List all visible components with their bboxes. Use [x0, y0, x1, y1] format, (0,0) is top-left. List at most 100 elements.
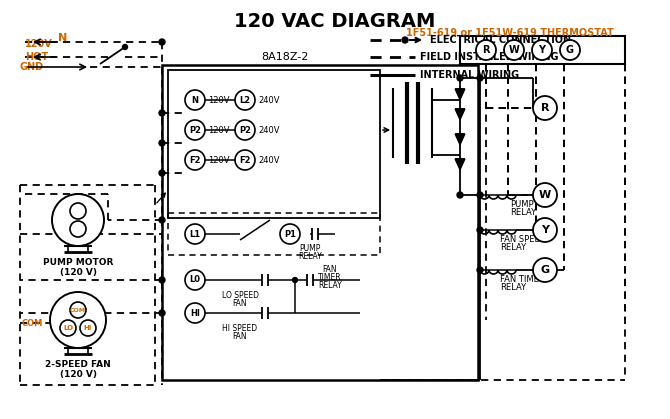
Text: RELAY: RELAY	[500, 283, 526, 292]
Text: Y: Y	[539, 45, 545, 55]
Text: N: N	[192, 96, 198, 104]
Circle shape	[185, 120, 205, 140]
Circle shape	[457, 75, 463, 81]
Text: GND: GND	[20, 62, 44, 72]
Text: 1F51-619 or 1F51W-619 THERMOSTAT: 1F51-619 or 1F51W-619 THERMOSTAT	[406, 28, 614, 38]
Text: G: G	[566, 45, 574, 55]
Text: R: R	[482, 45, 490, 55]
Circle shape	[52, 194, 104, 246]
Text: HI: HI	[84, 325, 92, 331]
Circle shape	[159, 217, 165, 223]
Bar	[168, 70, 380, 218]
Text: P1: P1	[284, 230, 296, 238]
Circle shape	[533, 96, 557, 120]
Circle shape	[504, 40, 524, 60]
Text: RELAY: RELAY	[510, 208, 536, 217]
Circle shape	[533, 218, 557, 242]
Text: 120V: 120V	[208, 126, 230, 134]
Circle shape	[185, 224, 205, 244]
Text: RELAY: RELAY	[318, 281, 342, 290]
Circle shape	[477, 227, 483, 233]
Polygon shape	[455, 89, 465, 100]
Circle shape	[123, 44, 127, 49]
Text: 120V: 120V	[208, 155, 230, 165]
Polygon shape	[455, 134, 465, 145]
Circle shape	[457, 192, 463, 198]
Text: HI SPEED: HI SPEED	[222, 324, 257, 333]
Text: (120 V): (120 V)	[60, 370, 96, 379]
Circle shape	[70, 221, 86, 237]
Text: 240V: 240V	[258, 126, 279, 134]
Text: FAN: FAN	[232, 332, 247, 341]
Circle shape	[476, 40, 496, 60]
Circle shape	[159, 39, 165, 45]
Circle shape	[70, 302, 86, 318]
Text: ELECTRICAL CONNECTION: ELECTRICAL CONNECTION	[430, 35, 571, 45]
Circle shape	[293, 277, 297, 282]
Polygon shape	[455, 109, 465, 120]
Text: FIELD INSTALLED WIRING: FIELD INSTALLED WIRING	[420, 52, 559, 62]
Text: 120V: 120V	[25, 39, 53, 49]
Text: F2: F2	[189, 155, 201, 165]
Circle shape	[159, 140, 165, 146]
Circle shape	[477, 75, 483, 81]
Text: RELAY: RELAY	[500, 243, 526, 252]
Text: LO SPEED: LO SPEED	[222, 291, 259, 300]
Text: FAN TIMER: FAN TIMER	[500, 275, 545, 284]
Text: HOT: HOT	[25, 52, 48, 62]
Text: L0: L0	[190, 276, 200, 285]
Text: W: W	[509, 45, 519, 55]
Circle shape	[159, 110, 165, 116]
Text: R: R	[541, 103, 549, 113]
Circle shape	[235, 90, 255, 110]
Text: HI: HI	[190, 308, 200, 318]
Text: L2: L2	[239, 96, 251, 104]
Circle shape	[80, 320, 96, 336]
Text: PUMP: PUMP	[299, 244, 321, 253]
Text: RELAY: RELAY	[298, 252, 322, 261]
Text: 240V: 240V	[258, 96, 279, 104]
Text: FAN: FAN	[232, 299, 247, 308]
Text: FAN SPEED: FAN SPEED	[500, 235, 546, 244]
Circle shape	[185, 303, 205, 323]
Circle shape	[185, 90, 205, 110]
Text: G: G	[541, 265, 549, 275]
Text: W: W	[539, 190, 551, 200]
Text: 8A18Z-2: 8A18Z-2	[261, 52, 309, 62]
Text: L1: L1	[190, 230, 200, 238]
Circle shape	[280, 224, 300, 244]
Text: 2-SPEED FAN: 2-SPEED FAN	[45, 360, 111, 369]
Circle shape	[235, 120, 255, 140]
Circle shape	[159, 277, 165, 283]
Circle shape	[185, 150, 205, 170]
Text: LO: LO	[63, 325, 73, 331]
Bar	[460, 36, 625, 64]
Text: 120V: 120V	[208, 96, 230, 104]
Circle shape	[533, 183, 557, 207]
Circle shape	[402, 37, 408, 43]
Text: P2: P2	[189, 126, 201, 134]
Text: F2: F2	[239, 155, 251, 165]
Text: FAN: FAN	[323, 265, 337, 274]
Text: COM: COM	[22, 318, 44, 328]
Text: COM: COM	[70, 308, 86, 313]
Circle shape	[477, 267, 483, 273]
Circle shape	[159, 310, 165, 316]
Text: PUMP: PUMP	[510, 200, 533, 209]
Circle shape	[185, 270, 205, 290]
Circle shape	[532, 40, 552, 60]
Text: 240V: 240V	[258, 155, 279, 165]
Text: N: N	[58, 33, 67, 43]
Circle shape	[560, 40, 580, 60]
Text: P2: P2	[239, 126, 251, 134]
Circle shape	[60, 320, 76, 336]
Circle shape	[477, 192, 483, 198]
Polygon shape	[455, 159, 465, 170]
Text: (120 V): (120 V)	[60, 268, 96, 277]
Text: INTERNAL WIRING: INTERNAL WIRING	[420, 70, 519, 80]
Text: TIMER: TIMER	[318, 273, 342, 282]
Bar	[162, 65, 478, 380]
Text: Y: Y	[541, 225, 549, 235]
Circle shape	[533, 258, 557, 282]
Text: 120 VAC DIAGRAM: 120 VAC DIAGRAM	[234, 12, 436, 31]
